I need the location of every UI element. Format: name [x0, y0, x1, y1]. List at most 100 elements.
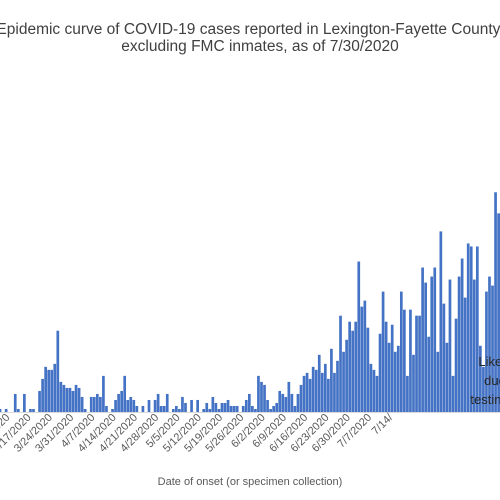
bar [475, 246, 479, 412]
bar [254, 408, 257, 412]
bar [409, 309, 412, 412]
bar [454, 318, 458, 412]
bar [190, 399, 193, 412]
bar [229, 405, 233, 412]
bar [369, 363, 373, 412]
bar [317, 354, 321, 412]
bar [278, 390, 282, 412]
bar [117, 393, 120, 412]
bar [74, 384, 78, 412]
bar [469, 246, 473, 412]
bar [269, 408, 272, 412]
bar [111, 408, 114, 412]
bar [162, 405, 166, 412]
bar [226, 399, 230, 412]
bar [184, 402, 187, 412]
bar [132, 399, 136, 412]
bar [159, 405, 163, 412]
bar [381, 291, 385, 412]
bar [0, 408, 2, 412]
bar [129, 396, 133, 412]
bar [181, 396, 184, 412]
bar [354, 321, 358, 412]
bar [466, 243, 470, 412]
bar [50, 369, 54, 412]
bar [13, 393, 17, 412]
bar [211, 396, 215, 412]
bar [305, 372, 309, 412]
bar [290, 393, 294, 412]
bar [372, 369, 376, 412]
bar [442, 303, 446, 412]
bar [214, 402, 218, 412]
bar [44, 366, 47, 412]
bar [47, 369, 51, 412]
bar [421, 267, 424, 412]
bar [114, 399, 117, 412]
bar [205, 402, 209, 412]
bar [311, 366, 315, 412]
bar [196, 399, 199, 412]
bar [366, 327, 370, 412]
bar [375, 375, 379, 412]
bar [99, 396, 102, 412]
bar [482, 366, 485, 412]
bar [102, 375, 105, 412]
bar [120, 390, 123, 412]
bar [330, 348, 333, 412]
bar [235, 405, 239, 412]
bar [418, 315, 421, 412]
chart-title-line-2: excluding FMC inmates, as of 7/30/2020 [121, 38, 399, 55]
bar [399, 291, 403, 412]
bar [460, 258, 464, 412]
bar [95, 393, 99, 412]
bar [257, 375, 260, 412]
bar [412, 354, 415, 412]
bar [263, 384, 266, 412]
bar [29, 408, 32, 412]
bar [393, 351, 397, 412]
bar [53, 363, 57, 412]
bar [472, 279, 476, 412]
bar [71, 390, 75, 412]
bar [56, 330, 60, 412]
bar [247, 393, 251, 412]
bar [363, 300, 367, 412]
bar [351, 330, 355, 412]
bar [32, 408, 35, 412]
bar [387, 342, 391, 412]
bar [38, 390, 41, 412]
bar [491, 285, 494, 412]
annotation-line-2: due [484, 373, 500, 388]
bar [293, 405, 297, 412]
bar [342, 351, 345, 412]
bar [439, 231, 443, 412]
bar [126, 399, 130, 412]
bar [241, 405, 245, 412]
bar [336, 360, 339, 412]
bar [202, 408, 206, 412]
bar [488, 276, 491, 412]
bar [165, 393, 169, 412]
bar [451, 375, 455, 412]
bar [345, 339, 348, 412]
bar [92, 396, 96, 412]
bar [59, 381, 63, 412]
bar [223, 402, 227, 412]
bar [445, 342, 449, 412]
bar [494, 192, 497, 412]
bar [430, 276, 434, 412]
bar [156, 393, 160, 412]
bar [260, 381, 263, 412]
bar [384, 321, 388, 412]
bar [141, 405, 145, 412]
chart-title-line-1: Epidemic curve of COVID-19 cases reporte… [0, 21, 500, 38]
annotation: Likely due testing a [440, 352, 500, 409]
x-axis-label: Date of onset (or specimen collection) [157, 476, 343, 488]
bar [327, 378, 330, 412]
bar [457, 276, 461, 412]
bar [314, 369, 318, 412]
bar [339, 315, 342, 412]
bar [281, 393, 285, 412]
